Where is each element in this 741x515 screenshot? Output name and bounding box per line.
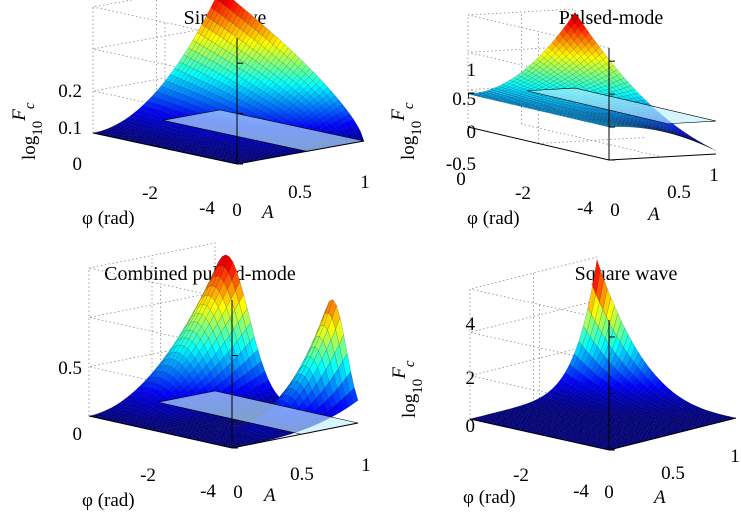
z-label-base: 10 xyxy=(409,121,425,136)
surface-plot xyxy=(467,12,717,151)
y-tick-label: -2 xyxy=(515,183,531,204)
x-tick-label: 1 xyxy=(730,446,740,467)
y-axis-label: φ (rad) xyxy=(82,208,135,229)
svg-text:log10Fc: log10Fc xyxy=(388,102,425,160)
z-tick-label: 4 xyxy=(466,314,476,335)
x-tick-label: 1 xyxy=(361,455,371,476)
z-tick-label: 1 xyxy=(467,60,477,81)
z-tick-label: 0.1 xyxy=(58,118,82,139)
panel-title: Pulsed-mode xyxy=(559,7,664,29)
z-label-var: F xyxy=(9,109,30,122)
surface-cell xyxy=(218,0,225,5)
x-tick-label: 0 xyxy=(604,482,614,503)
z-label-var-sub: c xyxy=(22,102,38,109)
z-axis-label: log10Fc xyxy=(389,360,426,418)
y-axis-label: φ (rad) xyxy=(463,487,516,508)
x-axis-label: A xyxy=(652,487,666,508)
z-axis-label: log10Fc xyxy=(9,102,46,160)
panel-title: Combined pulsed-mode xyxy=(104,263,296,285)
axes-box xyxy=(467,48,717,161)
panel-combined-pulsed-mode: Combined pulsed-mode 0 0.5 -4 -2 0 0.5 1… xyxy=(58,242,371,511)
grid-line xyxy=(92,6,238,164)
grid-line xyxy=(467,8,576,127)
y-axis-label: φ (rad) xyxy=(82,490,135,511)
x-tick-label: 0 xyxy=(232,200,242,221)
y-tick-label: 0 xyxy=(456,169,466,190)
grid-line xyxy=(469,288,610,450)
x-tick-label: 0.5 xyxy=(290,464,314,485)
svg-text:log10Fc: log10Fc xyxy=(9,102,46,160)
axes-box xyxy=(88,300,359,449)
x-tick-label: 1 xyxy=(709,165,719,186)
z-label-base: 10 xyxy=(30,121,46,136)
y-axis-label: φ (rad) xyxy=(467,208,520,229)
z-tick-label: 0.2 xyxy=(58,81,82,102)
z-tick-label: 0 xyxy=(466,416,476,437)
z-label-log: log xyxy=(399,393,420,418)
grid-line xyxy=(88,242,216,416)
y-tick-label: -4 xyxy=(573,481,589,502)
z-tick-label: 0.5 xyxy=(452,89,476,110)
x-tick-label: 0.5 xyxy=(661,463,685,484)
z-axis-label: log10Fc xyxy=(388,102,425,160)
panel-sine-wave: Sine wave 0 0.1 0.2 -4 -2 0 0.5 1 φ (rad… xyxy=(9,0,370,229)
z-tick-label: 0.5 xyxy=(58,358,82,379)
z-tick-label: 0 xyxy=(73,154,83,175)
surface-cell xyxy=(708,146,717,151)
panel-title: Square wave xyxy=(575,263,678,285)
z-label-base: 10 xyxy=(410,379,426,394)
z-label-var: F xyxy=(389,367,410,380)
x-tick-label: 0 xyxy=(233,482,243,503)
axes-box xyxy=(92,38,365,165)
svg-text:log10Fc: log10Fc xyxy=(389,360,426,418)
grid-line xyxy=(469,256,598,419)
grid-line xyxy=(538,137,646,144)
y-tick-label: -4 xyxy=(577,198,593,219)
z-tick-label: 0 xyxy=(73,424,83,445)
x-axis-label: A xyxy=(262,485,276,506)
surface-plot xyxy=(469,259,737,451)
x-axis-label: A xyxy=(260,202,274,223)
y-tick-label: -4 xyxy=(199,198,215,219)
y-tick-label: -4 xyxy=(200,481,216,502)
surface-plot xyxy=(92,0,365,165)
grid-line xyxy=(521,123,663,158)
x-tick-label: 0.5 xyxy=(288,182,312,203)
x-tick-label: 0.5 xyxy=(667,182,691,203)
z-tick-label: -0.5 xyxy=(446,154,476,175)
panel-pulsed-mode: Pulsed-mode -0.5 0 0.5 1 -4 -2 0 0 0.5 1… xyxy=(388,7,719,229)
z-label-log: log xyxy=(398,135,419,160)
z-label-var-sub: c xyxy=(401,102,417,109)
zero-plane-surface xyxy=(526,87,717,125)
z-label-var: F xyxy=(388,109,409,122)
panel-square-wave: Square wave 0 2 4 -4 -2 0 0.5 1 φ (rad) … xyxy=(389,256,740,508)
surface-cell xyxy=(349,387,359,404)
y-tick-label: -2 xyxy=(140,465,156,486)
x-tick-label: 1 xyxy=(360,172,370,193)
z-tick-label: 0 xyxy=(467,122,477,143)
y-tick-label: -2 xyxy=(513,465,529,486)
z-label-var-sub: c xyxy=(402,360,418,367)
x-tick-label: 0 xyxy=(610,200,620,221)
z-tick-label: 2 xyxy=(466,368,476,389)
zero-plane xyxy=(526,87,717,125)
x-axis-label: A xyxy=(646,204,660,225)
axes-box xyxy=(469,320,737,451)
y-tick-label: -2 xyxy=(142,183,158,204)
z-label-log: log xyxy=(19,135,40,160)
